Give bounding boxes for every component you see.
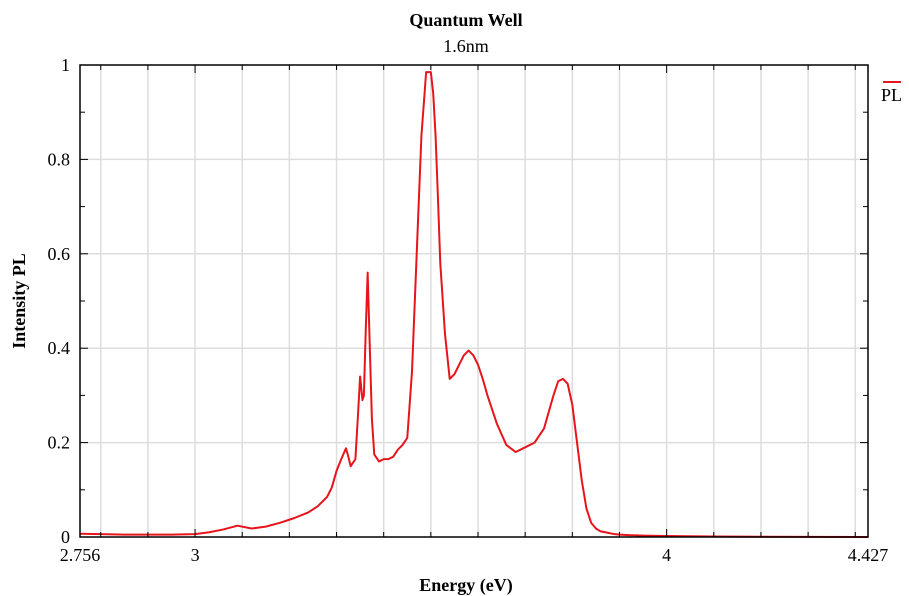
series-line-pl (79, 71, 869, 538)
y-tick-label: 0.2 (48, 433, 71, 453)
y-axis-label: Intensity PL (9, 253, 29, 349)
x-tick-label: 4 (662, 545, 671, 565)
x-tick-label: 3 (191, 545, 200, 565)
grid-lines (80, 65, 868, 537)
x-tick-labels: 2.756 3 4 4.427 (60, 545, 889, 565)
y-tick-label: 0.4 (48, 338, 71, 358)
tick-marks (80, 64, 868, 538)
chart-title: Quantum Well (409, 10, 522, 30)
x-tick-label: 2.756 (60, 545, 101, 565)
plot-frame (79, 64, 869, 538)
chart-subtitle: 1.6nm (443, 36, 489, 56)
series-layer (79, 71, 869, 538)
y-tick-label: 0 (61, 527, 70, 547)
y-tick-label: 0.8 (48, 149, 71, 169)
y-tick-label: 1 (61, 55, 70, 75)
x-axis-label: Energy (eV) (419, 575, 512, 596)
x-tick-label: 4.427 (848, 545, 889, 565)
legend: PL (881, 81, 902, 105)
y-tick-labels: 0 0.2 0.4 0.6 0.8 1 (48, 55, 71, 547)
legend-entry-pl: PL (881, 85, 902, 105)
y-tick-label: 0.6 (48, 244, 71, 264)
